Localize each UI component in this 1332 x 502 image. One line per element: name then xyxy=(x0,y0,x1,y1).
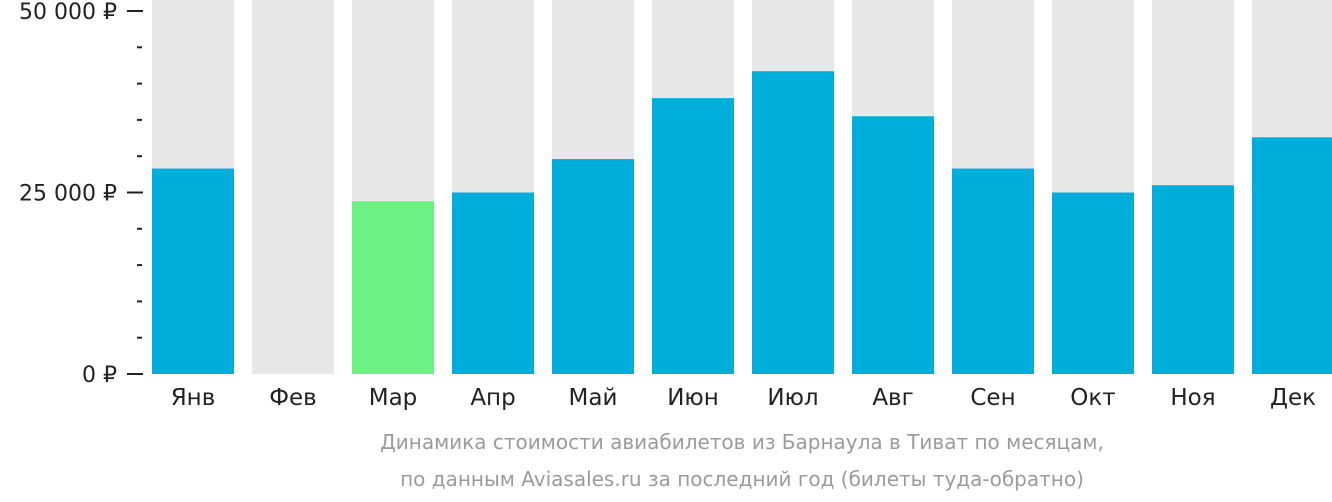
bar-8[interactable] xyxy=(952,168,1034,374)
x-tick-label: Сен xyxy=(970,385,1015,411)
chart-caption-line-1: Динамика стоимости авиабилетов из Барнау… xyxy=(380,430,1104,454)
y-tick-label: 50 000 ₽ xyxy=(19,0,117,25)
x-tick-label: Июн xyxy=(667,385,719,411)
x-tick-label: Окт xyxy=(1070,385,1115,411)
bar-3[interactable] xyxy=(452,192,534,375)
y-tick-label: 0 ₽ xyxy=(82,363,117,388)
chart-caption-line-2: по данным Aviasales.ru за последний год … xyxy=(400,467,1084,491)
x-tick-label: Май xyxy=(569,385,618,411)
bar-6[interactable] xyxy=(752,71,834,375)
bar-2[interactable] xyxy=(352,201,434,374)
x-tick-label: Янв xyxy=(171,385,216,411)
price-bars xyxy=(152,71,1332,375)
y-tick-label: 25 000 ₽ xyxy=(19,182,117,207)
bar-9[interactable] xyxy=(1052,192,1134,375)
x-tick-label: Июл xyxy=(767,385,818,411)
x-axis-labels: Янв Фев Мар Апр Май Июн Июл Авг Сен Окт Ноя Дек xyxy=(171,385,1316,411)
y-axis: 0 ₽ 25 000 ₽ 50 000 ₽ xyxy=(19,0,143,388)
x-tick-label: Мар xyxy=(369,385,418,411)
bar-background-1 xyxy=(252,0,334,374)
bar-5[interactable] xyxy=(652,98,734,375)
bar-7[interactable] xyxy=(852,116,934,375)
x-tick-label: Авг xyxy=(872,385,913,411)
bar-10[interactable] xyxy=(1152,185,1234,374)
x-tick-label: Апр xyxy=(470,385,515,411)
x-tick-label: Ноя xyxy=(1170,385,1215,411)
bar-11[interactable] xyxy=(1252,137,1332,374)
x-tick-label: Фев xyxy=(269,385,317,411)
x-tick-label: Дек xyxy=(1270,385,1316,411)
bar-4[interactable] xyxy=(552,159,634,374)
bar-0[interactable] xyxy=(152,168,234,374)
